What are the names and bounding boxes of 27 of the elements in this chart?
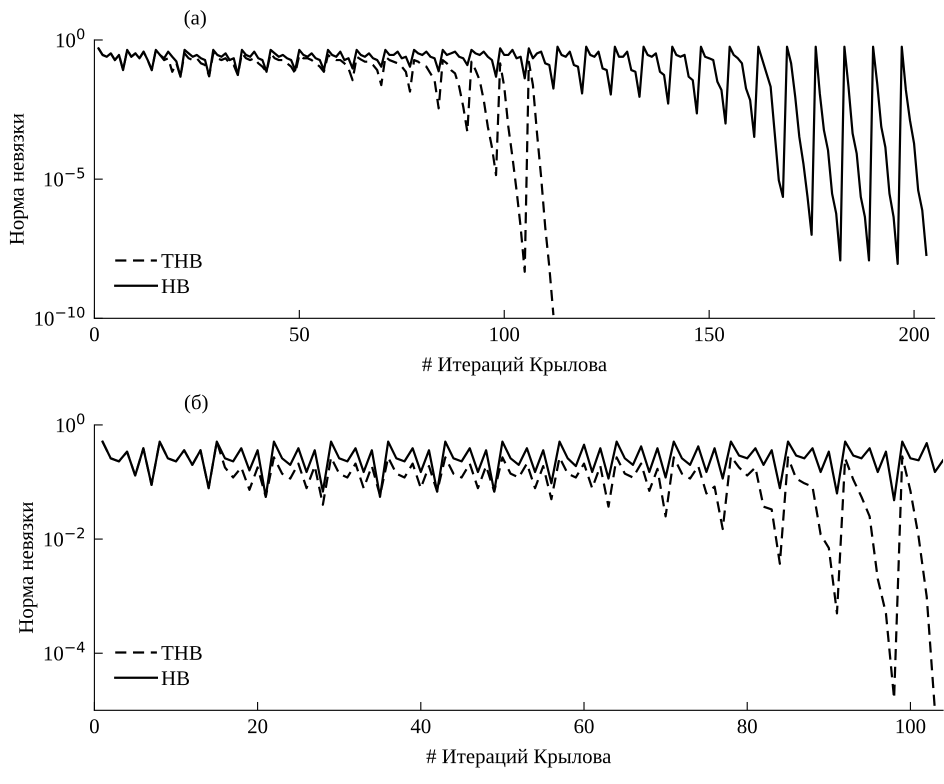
y-axis-title: Норма невязки — [19, 502, 38, 634]
legend-label: ТНВ — [161, 254, 202, 268]
x-tick-label: 60 — [574, 719, 594, 734]
legend-label: НВ — [162, 671, 189, 686]
x-tick-label: 20 — [248, 719, 268, 734]
x-tick-label: 100 — [896, 719, 926, 734]
x-tick-label: 0 — [90, 327, 99, 342]
x-tick-label: 0 — [90, 719, 99, 734]
y-tick-label: 10$^{−2}$ — [44, 527, 84, 546]
x-tick-label: 100 — [490, 327, 520, 342]
x-axis-title: # Итераций Крылова — [422, 356, 607, 376]
x-tick-label: 150 — [695, 327, 724, 342]
y-tick-label: 10$^{0}$ — [56, 28, 84, 48]
legend-label: ТНВ — [161, 646, 202, 660]
y-axis-title: Норма невязки — [10, 114, 28, 245]
x-axis-title: # Итераций Крылова — [426, 748, 612, 768]
x-tick-label: 200 — [899, 327, 929, 342]
y-tick-label: 10$^{−10}$ — [35, 306, 84, 326]
y-tick-label: 10$^{−5}$ — [44, 168, 84, 186]
y-tick-label: 10$^{0}$ — [56, 413, 84, 432]
chart-title: (б) — [184, 394, 208, 414]
chart-title: (а) — [184, 10, 206, 29]
x-tick-label: 40 — [410, 719, 430, 734]
legend-label: НВ — [162, 279, 189, 294]
y-tick-label: 10$^{−4}$ — [44, 642, 85, 661]
x-tick-label: 50 — [290, 327, 309, 342]
x-tick-label: 80 — [738, 719, 757, 734]
